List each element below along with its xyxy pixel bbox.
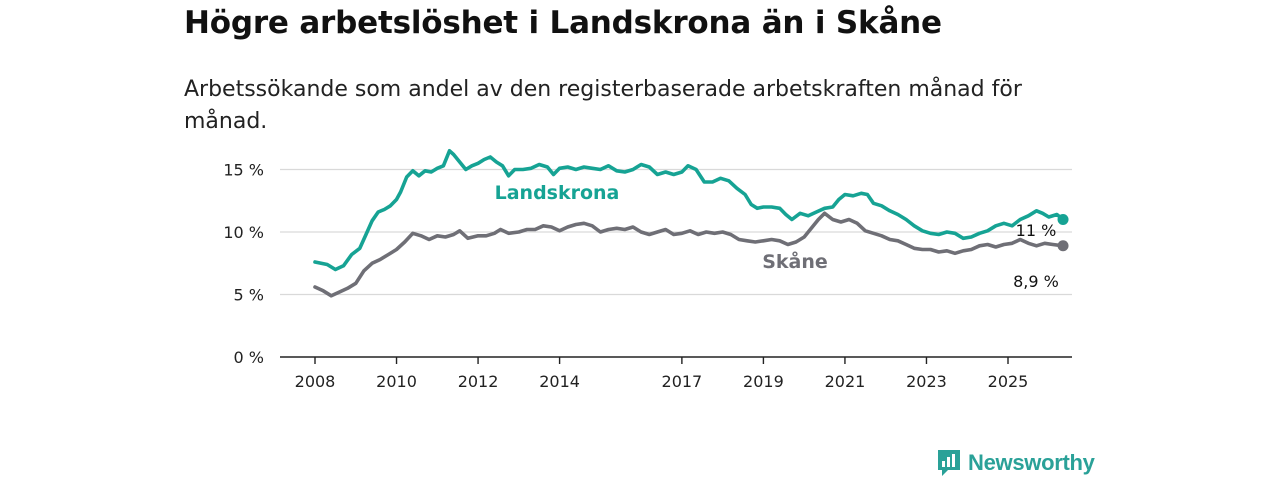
series-label-skane: Skåne [762, 249, 828, 273]
y-tick-label: 10 % [223, 223, 264, 242]
x-tick-label: 2023 [906, 372, 947, 391]
chart-title: Högre arbetslöshet i Landskrona än i Skå… [184, 5, 942, 41]
y-tick-label: 15 % [223, 161, 264, 180]
bar-chart-logo-icon [938, 450, 960, 476]
x-tick-label: 2012 [458, 372, 499, 391]
x-tick-label: 2021 [825, 372, 866, 391]
x-tick-label: 2025 [988, 372, 1029, 391]
series-end-marker-skane [1057, 240, 1069, 252]
x-tick-label: 2008 [295, 372, 336, 391]
series-labels: Landskrona Skåne 11 % 8,9 % [492, 179, 1059, 291]
x-tick-label: 2010 [376, 372, 417, 391]
series-line-landskrona [313, 149, 1065, 272]
brand-name: Newsworthy [968, 450, 1095, 475]
end-value-label-landskrona: 11 % [1016, 221, 1057, 240]
y-tick-label: 5 % [234, 286, 264, 305]
x-tick-label: 2017 [662, 372, 703, 391]
series-end-marker-landskrona [1057, 214, 1069, 225]
x-tick-label: 2019 [743, 372, 784, 391]
end-value-label-skane: 8,9 % [1013, 272, 1059, 291]
series-line-skane [313, 211, 1065, 298]
x-tick-label: 2014 [539, 372, 580, 391]
newsworthy-logo: Newsworthy [936, 448, 1095, 478]
y-axis-tick-labels: 0 % 5 % 10 % 15 % [223, 161, 264, 368]
series-lines [313, 149, 1069, 298]
x-axis-ticks: 2008 2010 2012 2014 2017 2019 2021 2023 2025 [295, 357, 1029, 391]
y-tick-label: 0 % [234, 348, 264, 367]
chart-subtitle: Arbetssökande som andel av den registerb… [184, 77, 1022, 134]
series-label-landskrona: Landskrona [495, 182, 620, 204]
